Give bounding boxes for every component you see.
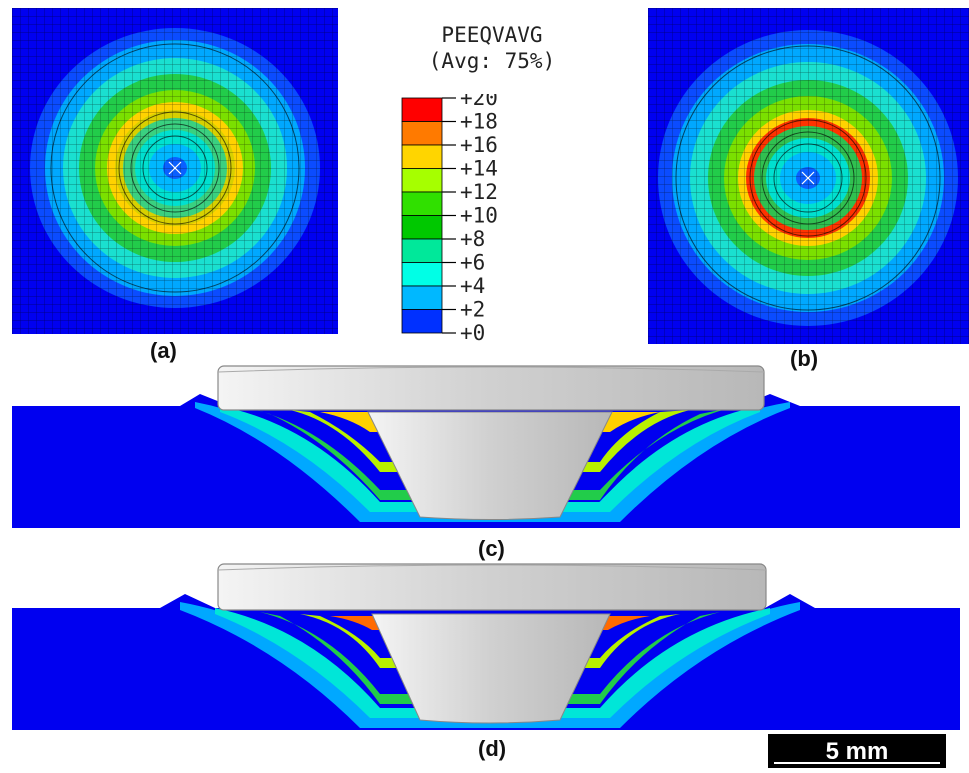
legend-tick-label: +16 (460, 133, 498, 157)
cross-section-c (12, 365, 960, 528)
legend-tick-label: +10 (460, 204, 498, 228)
legend-swatch (401, 97, 443, 122)
tool-pin-d (371, 613, 611, 724)
legend-swatch (401, 309, 443, 334)
legend-title-text: PEEQVAVG (441, 23, 543, 47)
tool-shoulder-c (217, 365, 765, 411)
caption-c: (c) (478, 536, 505, 561)
cross-section-d (12, 563, 960, 730)
legend-swatch (401, 191, 443, 216)
legend-swatch (401, 262, 443, 287)
contour-top-view-a (12, 8, 338, 334)
legend-tick-label: +4 (460, 274, 485, 298)
legend-tick-label: +12 (460, 180, 498, 204)
caption-b: (b) (790, 346, 819, 371)
legend-swatch (401, 215, 443, 240)
scale-bar-rule (774, 762, 940, 764)
scale-bar-label: 5 mm (825, 738, 889, 765)
center-marker-b (801, 171, 815, 185)
tool-shoulder-d (217, 563, 767, 611)
tool-pin-c (367, 411, 613, 520)
caption-d: (d) (478, 736, 507, 761)
legend-tick-label: +6 (460, 251, 485, 275)
caption-a: (a) (150, 338, 177, 363)
legend-tick-label: +0 (460, 321, 485, 344)
legend-tick-label: +14 (460, 157, 498, 181)
legend-title: PEEQVAVG (Avg: 75%) (392, 22, 592, 74)
color-legend: +20+18+16+14+12+10+8+6+4+2+0 (401, 94, 498, 344)
legend-swatch (401, 168, 443, 193)
center-marker-a (168, 161, 182, 175)
legend-swatch (401, 285, 443, 310)
legend-subtitle-text: (Avg: 75%) (428, 49, 556, 73)
legend-swatch (401, 121, 443, 146)
scale-bar: 5 mm (768, 734, 946, 768)
legend-tick-label: +8 (460, 227, 485, 251)
contour-top-view-b (648, 8, 969, 344)
legend-tick-label: +2 (460, 298, 485, 322)
legend-swatch (401, 238, 443, 263)
legend-tick-label: +18 (460, 110, 498, 134)
legend-swatch (401, 144, 443, 169)
legend-tick-label: +20 (460, 94, 498, 110)
